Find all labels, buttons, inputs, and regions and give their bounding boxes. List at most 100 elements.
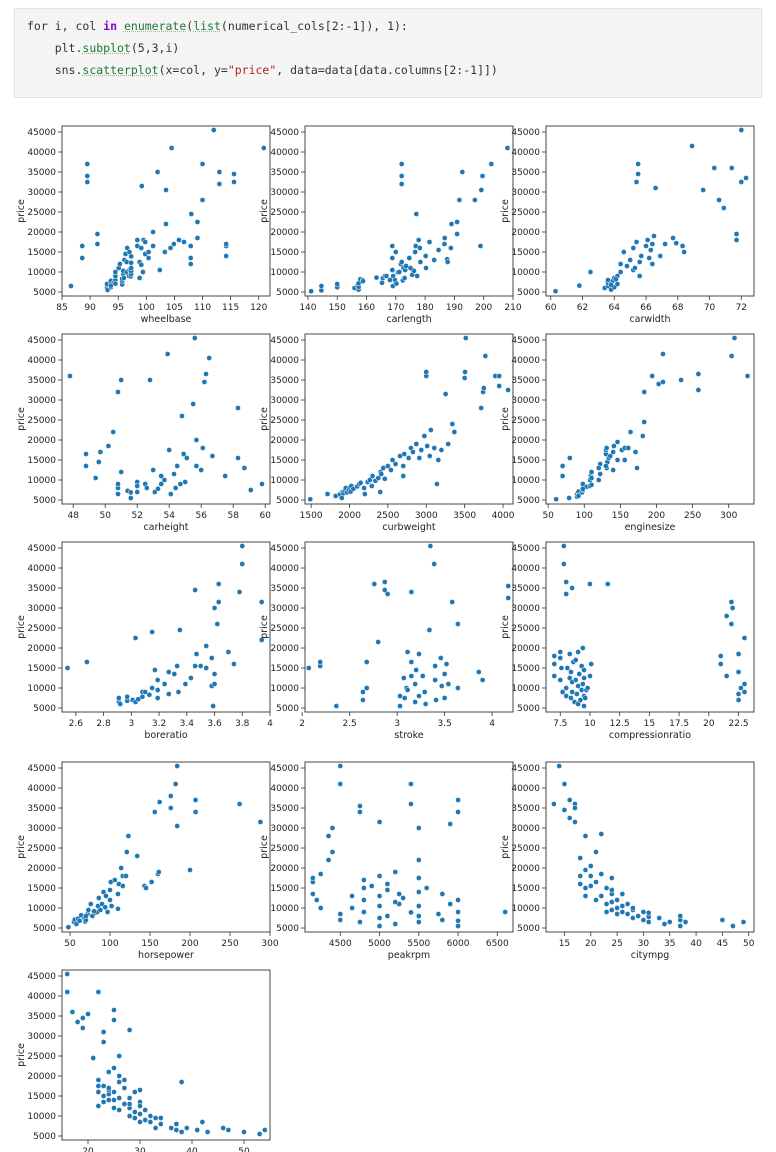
y-tick-label: 45000 (270, 128, 299, 138)
y-axis-label: price (500, 407, 511, 431)
data-point (729, 605, 736, 611)
y-tick-label: 40000 (27, 564, 56, 574)
data-point (361, 485, 367, 491)
y-tick-label: 15000 (27, 248, 56, 258)
y-tick-label: 10000 (27, 268, 56, 278)
x-tick-label: 300 (261, 939, 278, 949)
data-point (723, 613, 730, 619)
data-point (100, 1039, 107, 1045)
data-point (496, 383, 503, 389)
y-axis-label: price (500, 835, 511, 859)
data-point (357, 803, 363, 809)
data-point (417, 259, 424, 265)
data-point (720, 205, 727, 211)
data-point (147, 1119, 154, 1125)
y-tick-label: 40000 (270, 356, 299, 366)
data-point (260, 145, 267, 151)
data-point (223, 253, 230, 259)
data-point (181, 239, 187, 245)
data-point (146, 691, 153, 698)
x-axis-label: boreratio (144, 730, 187, 741)
data-point (741, 635, 748, 641)
data-point (673, 240, 680, 247)
data-point (381, 587, 388, 593)
y-tick-label: 45000 (270, 764, 299, 774)
data-point (154, 695, 161, 701)
data-point (116, 1107, 123, 1113)
y-tick-label: 45000 (511, 336, 540, 346)
data-point (194, 219, 201, 225)
data-point (634, 465, 640, 471)
data-point (444, 259, 451, 265)
data-point (614, 911, 620, 917)
data-point (735, 651, 742, 657)
data-point (204, 1129, 211, 1135)
y-tick-label: 20000 (270, 644, 299, 654)
data-point (392, 461, 399, 467)
x-tick-label: 35 (664, 939, 675, 949)
data-point (199, 161, 206, 167)
data-point (64, 971, 71, 977)
data-point (646, 255, 653, 261)
data-point (488, 161, 495, 167)
data-point (84, 173, 91, 179)
data-point (619, 909, 626, 915)
data-point (432, 663, 438, 669)
y-axis-label: price (500, 199, 511, 223)
x-tick-label: 90 (84, 303, 96, 313)
data-point (438, 447, 445, 453)
data-point (568, 695, 574, 701)
data-point (313, 897, 320, 903)
data-point (649, 261, 656, 267)
data-point (431, 445, 438, 451)
data-point (613, 276, 619, 283)
x-tick-label: 50 (99, 511, 111, 521)
y-tick-label: 20000 (511, 436, 540, 446)
subplot-curbweight: 5000 10000 15000 20000 25000 30000 35000 40000 4… (259, 333, 515, 533)
y-tick-label: 20000 (27, 228, 56, 238)
data-point (166, 447, 173, 453)
y-axis-label: price (16, 835, 27, 859)
data-point (92, 475, 99, 481)
data-point (376, 893, 383, 899)
data-point (412, 699, 419, 705)
y-tick-label: 5000 (33, 924, 56, 934)
data-point (407, 265, 414, 271)
y-tick-label: 35000 (511, 584, 540, 594)
y-tick-label: 10000 (270, 904, 299, 914)
data-point (408, 673, 415, 679)
x-tick-label: 3.6 (207, 719, 222, 729)
code-cell[interactable]: for i, col in enumerate(list(numerical_c… (14, 8, 762, 98)
data-point (325, 833, 332, 839)
data-point (559, 473, 566, 479)
data-point (136, 275, 143, 281)
data-point (128, 265, 134, 271)
data-point (598, 871, 605, 877)
data-point (593, 897, 599, 903)
data-point (617, 269, 624, 275)
data-point (383, 273, 390, 279)
data-point (619, 891, 626, 897)
data-point (577, 873, 584, 879)
data-point (421, 689, 428, 695)
data-point (154, 677, 161, 683)
data-point (593, 849, 599, 855)
data-point (116, 695, 122, 701)
data-point (630, 915, 636, 921)
data-point (595, 465, 602, 471)
data-point (178, 1129, 185, 1135)
code-token: (5,3,i) (130, 41, 180, 55)
data-point (208, 655, 215, 661)
data-point (639, 433, 646, 439)
data-point (373, 274, 380, 281)
data-point (392, 249, 399, 255)
data-point (203, 665, 210, 671)
data-point (134, 853, 141, 859)
data-point (731, 335, 738, 341)
x-tick-label: 4500 (329, 939, 352, 949)
y-tick-label: 5000 (517, 924, 540, 934)
y-tick-label: 40000 (27, 784, 56, 794)
y-axis-label: price (16, 615, 27, 639)
data-point (94, 231, 101, 237)
data-point (624, 263, 630, 269)
